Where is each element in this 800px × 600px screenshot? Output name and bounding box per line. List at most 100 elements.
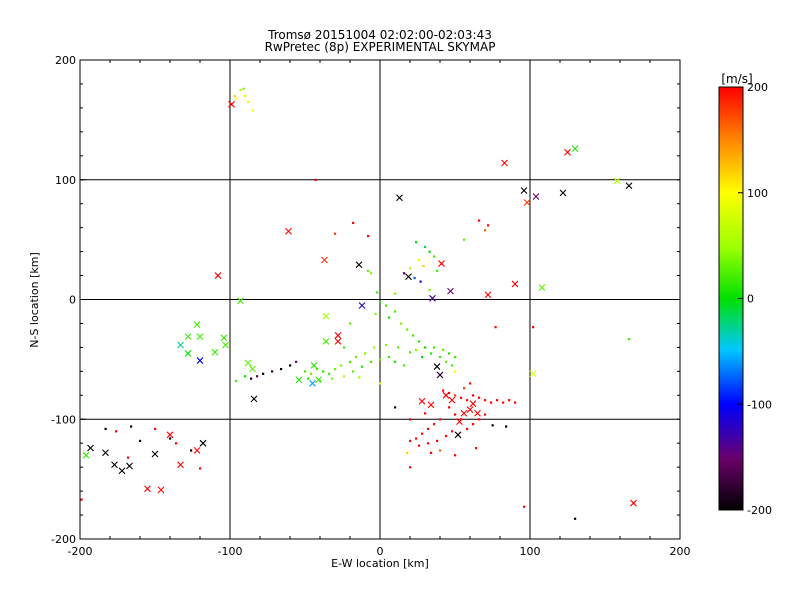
- data-point-dot: [427, 442, 430, 445]
- data-point-dot: [448, 391, 451, 395]
- data-point-dot: [169, 437, 172, 440]
- data-point-dot: [523, 505, 526, 508]
- colorbar-tick-label: 100: [747, 187, 768, 200]
- data-point-cross: [151, 450, 159, 458]
- data-point-cross: [438, 260, 445, 267]
- data-point-dot: [532, 326, 535, 329]
- data-point-dot: [463, 238, 466, 241]
- data-point-dot: [364, 352, 367, 355]
- data-point-cross: [250, 395, 258, 403]
- data-point-cross: [177, 341, 184, 349]
- data-point-dot: [439, 418, 442, 421]
- data-point-dot: [475, 446, 478, 450]
- data-point-dot: [343, 346, 346, 349]
- data-point-dot: [491, 424, 494, 427]
- data-point-dot: [334, 232, 337, 235]
- data-point-dot: [406, 328, 409, 331]
- data-point-dot: [454, 454, 457, 457]
- data-point-dot: [104, 427, 107, 431]
- data-point-dot: [355, 355, 358, 359]
- data-point-dot: [413, 276, 416, 280]
- data-point-dot: [352, 221, 355, 225]
- x-tick-label: 0: [377, 545, 384, 558]
- data-point-dot: [199, 467, 202, 470]
- data-point-dot: [478, 418, 481, 421]
- data-point-cross: [211, 348, 219, 356]
- data-point-cross: [334, 338, 342, 345]
- y-tick-label: -100: [51, 413, 76, 426]
- data-point-dot: [349, 322, 352, 325]
- data-point-cross: [630, 499, 637, 507]
- data-point-dot: [244, 94, 247, 98]
- x-tick-label: -200: [68, 545, 93, 558]
- data-point-dot: [331, 377, 334, 380]
- data-point-dot: [235, 97, 238, 100]
- data-markers: [80, 87, 637, 520]
- data-point-dot: [508, 399, 511, 402]
- data-point-dot: [466, 399, 469, 402]
- data-point-dot: [442, 389, 445, 392]
- data-point-dot: [502, 401, 505, 404]
- data-point-cross: [484, 291, 492, 299]
- data-point-cross: [144, 485, 151, 493]
- data-point-dot: [370, 272, 373, 275]
- data-point-dot: [463, 387, 466, 390]
- data-point-dot: [424, 412, 427, 415]
- data-point-cross: [196, 357, 204, 364]
- x-tick-label: 100: [520, 545, 541, 558]
- data-point-cross: [529, 370, 537, 378]
- data-point-dot: [418, 444, 421, 447]
- data-point-cross: [564, 148, 571, 156]
- data-point-dot: [409, 267, 412, 270]
- data-point-dot: [436, 269, 439, 272]
- data-point-dot: [388, 355, 391, 359]
- data-point-cross: [157, 486, 165, 494]
- data-point-cross: [456, 418, 463, 426]
- y-tick-label: -200: [51, 533, 76, 546]
- data-point-cross: [613, 177, 621, 185]
- data-point-dot: [454, 413, 457, 416]
- data-point-dot: [448, 352, 451, 355]
- data-point-cross: [538, 284, 546, 291]
- data-point-dot: [428, 250, 431, 253]
- data-point-dot: [415, 348, 418, 351]
- data-point-dot: [397, 346, 400, 349]
- data-point-dot: [418, 258, 421, 262]
- data-point-dot: [436, 439, 439, 443]
- data-point-dot: [454, 394, 457, 397]
- data-point-dot: [505, 425, 508, 428]
- data-point-dot: [442, 348, 445, 351]
- data-point-cross: [469, 400, 477, 408]
- data-point-dot: [496, 399, 499, 402]
- data-point-dot: [304, 370, 307, 373]
- data-point-dot: [295, 360, 298, 363]
- data-point-cross: [571, 145, 579, 153]
- data-point-dot: [139, 439, 142, 443]
- data-point-dot: [80, 498, 83, 501]
- data-point-dot: [448, 406, 451, 409]
- data-point-cross: [321, 256, 328, 264]
- data-point-dot: [235, 379, 238, 383]
- data-point-dot: [367, 235, 370, 238]
- plot-grid: [80, 60, 680, 539]
- y-tick-label: 0: [69, 294, 76, 307]
- data-point-cross: [228, 100, 235, 108]
- data-point-dot: [419, 280, 422, 283]
- data-point-dot: [433, 346, 436, 349]
- data-point-cross: [511, 280, 519, 288]
- data-point-cross: [199, 439, 207, 447]
- data-point-cross: [433, 363, 441, 370]
- data-point-cross: [249, 365, 256, 373]
- data-point-dot: [439, 355, 442, 359]
- data-point-dot: [484, 399, 487, 402]
- data-point-dot: [242, 87, 245, 90]
- data-point-cross: [309, 379, 316, 387]
- colorbar-tick-labels: 200 100 0 -100 -200: [738, 81, 772, 517]
- data-point-cross: [427, 401, 435, 409]
- data-point-cross: [322, 312, 330, 320]
- data-point-dot: [322, 370, 325, 373]
- data-point-dot: [175, 442, 178, 445]
- colorbar-tick-label: -100: [747, 398, 772, 411]
- data-point-dot: [451, 430, 454, 433]
- data-point-dot: [127, 456, 130, 459]
